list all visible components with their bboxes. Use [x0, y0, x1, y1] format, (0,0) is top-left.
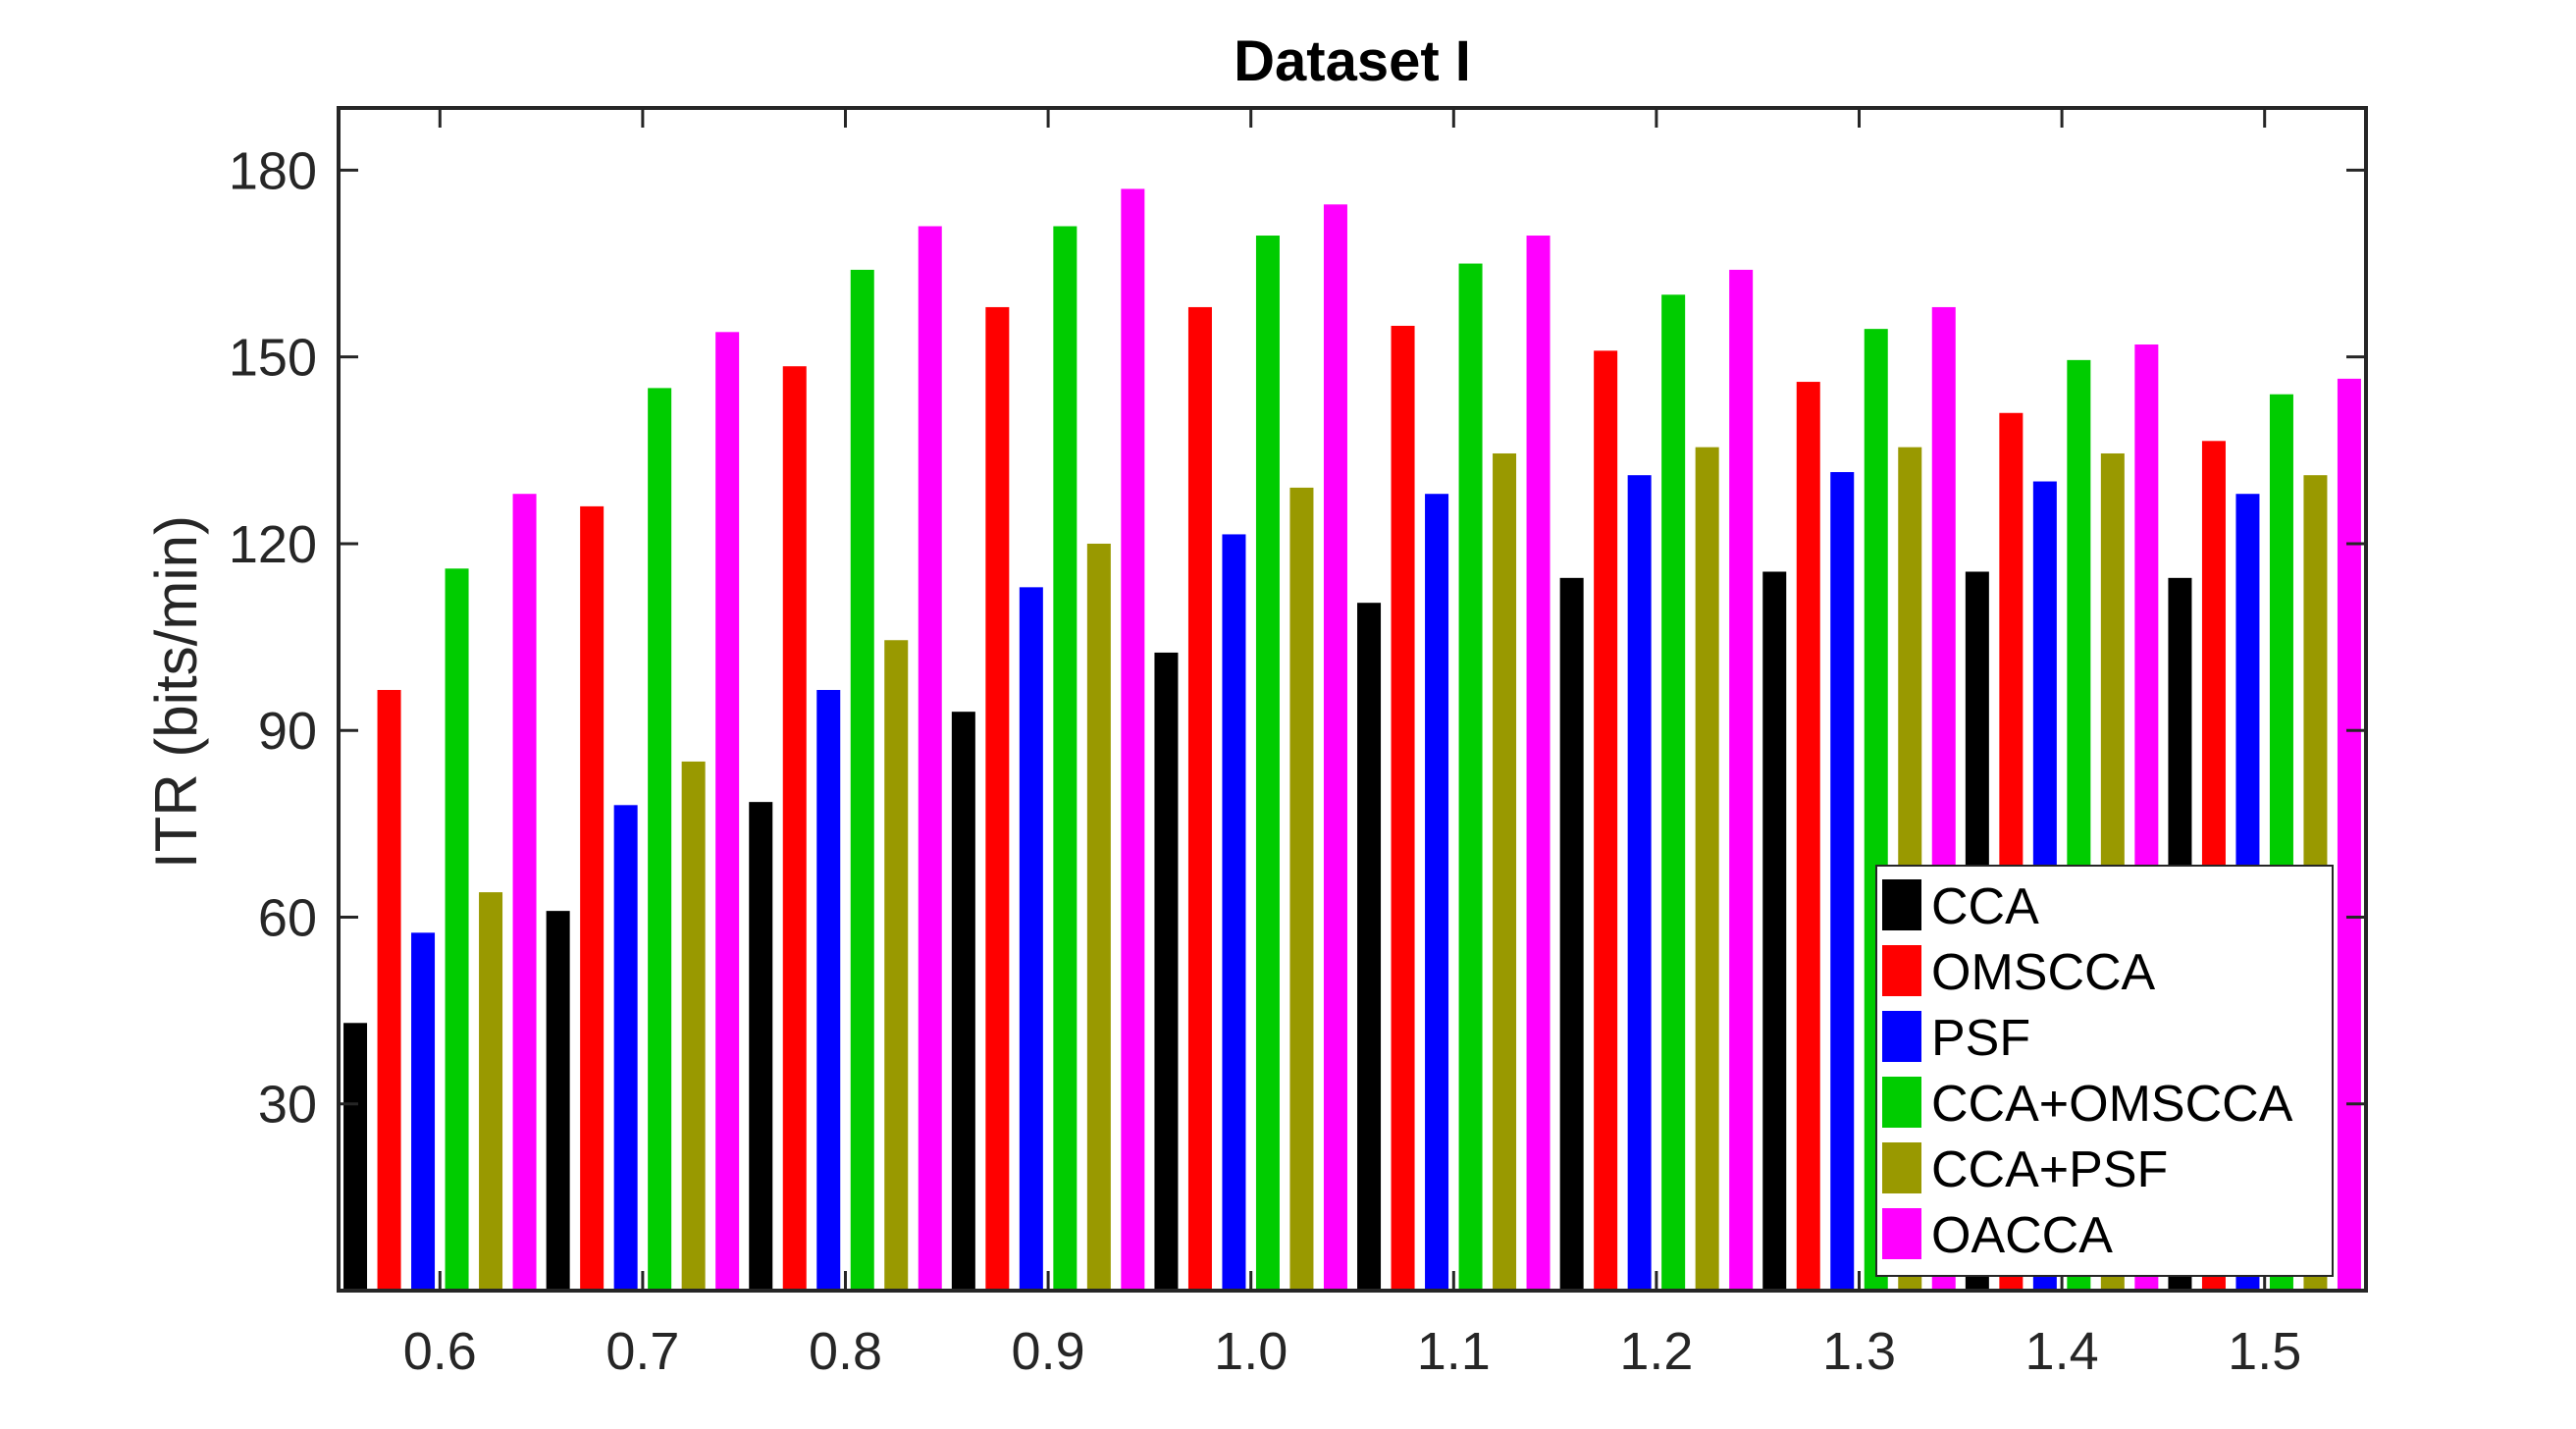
legend-swatch [1882, 1011, 1921, 1062]
y-tick-label: 150 [229, 329, 317, 388]
y-tick-label: 120 [229, 515, 317, 574]
bar-cca-psf-0.9 [1086, 543, 1111, 1291]
bar-cca-0.7 [546, 911, 570, 1291]
bar-omscca-0.6 [377, 689, 401, 1291]
bar-psf-1.2 [1627, 475, 1652, 1291]
bar-cca-omscca-1.2 [1661, 294, 1686, 1291]
bar-cca-1.2 [1559, 577, 1584, 1291]
y-tick-label: 180 [229, 141, 317, 200]
legend-swatch [1882, 1077, 1921, 1128]
bar-omscca-1.2 [1594, 350, 1618, 1291]
bar-oacca-0.8 [918, 226, 942, 1291]
bar-cca-omscca-0.7 [648, 388, 672, 1291]
bar-cca-psf-0.8 [884, 640, 909, 1291]
bar-oacca-1.0 [1323, 204, 1347, 1292]
legend-swatch [1882, 1208, 1921, 1259]
bar-cca-omscca-1.1 [1458, 263, 1483, 1292]
legend-label: PSF [1931, 1010, 2030, 1067]
bar-cca-psf-1.2 [1695, 447, 1719, 1291]
legend-box [1875, 865, 2334, 1277]
legend-label: OMSCCA [1931, 944, 2156, 1001]
legend-label: CCA+OMSCCA [1931, 1076, 2293, 1133]
bar-omscca-1.1 [1391, 325, 1415, 1291]
bar-cca-psf-0.6 [479, 892, 503, 1291]
bar-oacca-0.9 [1121, 188, 1145, 1291]
bar-psf-1.1 [1425, 494, 1449, 1291]
x-tick-label: 0.9 [1012, 1322, 1085, 1381]
bar-cca-omscca-0.6 [445, 568, 469, 1291]
axis-ticks: 30 60 90 120 150 180 0.6 0.7 0.8 0.9 1.0 1.1 1.2 1.3 1… [229, 108, 2366, 1381]
bar-psf-0.8 [816, 689, 841, 1291]
y-tick-label: 90 [258, 702, 317, 761]
x-tick-label: 0.8 [809, 1322, 882, 1381]
legend: CCA OMSCCA PSF CCA+OMSCCA CCA+PSF OACCA [1875, 865, 2334, 1277]
bar-cca-omscca-0.8 [850, 269, 874, 1291]
bar-cca-1.3 [1762, 571, 1787, 1291]
x-tick-label: 1.0 [1214, 1322, 1288, 1381]
bar-cca-omscca-1.0 [1255, 236, 1280, 1291]
bar-oacca-0.6 [512, 494, 537, 1291]
x-tick-label: 1.5 [2228, 1322, 2301, 1381]
y-tick-label: 60 [258, 888, 317, 947]
x-tick-label: 0.7 [605, 1322, 679, 1381]
bar-omscca-1.0 [1187, 306, 1212, 1291]
bar-cca-psf-1.0 [1289, 487, 1314, 1291]
bar-omscca-0.7 [580, 505, 605, 1291]
bar-cca-1.0 [1154, 652, 1179, 1291]
legend-label: OACCA [1931, 1207, 2113, 1264]
y-axis-label: ITR (bits/min) [143, 515, 209, 869]
plot-area-frame [337, 106, 2368, 1293]
bar-cca-0.6 [343, 1023, 368, 1291]
x-tick-label: 0.6 [403, 1322, 477, 1381]
y-tick-label: 30 [258, 1076, 317, 1135]
bar-cca-1.1 [1357, 603, 1382, 1291]
bar-omscca-0.9 [985, 306, 1010, 1291]
bar-psf-0.9 [1019, 587, 1043, 1291]
bar-omscca-0.8 [782, 366, 807, 1291]
bar-psf-0.7 [613, 805, 638, 1291]
legend-label: CCA+PSF [1931, 1141, 2168, 1198]
legend-swatch [1882, 879, 1921, 930]
bar-psf-0.6 [411, 932, 436, 1291]
legend-label: CCA [1931, 878, 2039, 935]
x-tick-label: 1.2 [1619, 1322, 1693, 1381]
legend-swatch [1882, 945, 1921, 996]
bar-cca-omscca-0.9 [1053, 226, 1078, 1291]
bar-psf-1.0 [1222, 534, 1246, 1291]
bar-cca-psf-0.7 [681, 761, 706, 1291]
bar-oacca-0.7 [715, 332, 740, 1291]
chart-title: Dataset I [1234, 29, 1471, 93]
x-tick-label: 1.1 [1417, 1322, 1491, 1381]
bar-oacca-1.2 [1729, 269, 1754, 1291]
bar-cca-0.8 [749, 802, 773, 1291]
legend-swatch [1882, 1142, 1921, 1193]
x-tick-label: 1.3 [1822, 1322, 1896, 1381]
x-tick-label: 1.4 [2025, 1322, 2099, 1381]
bar-oacca-1.5 [2337, 378, 2361, 1291]
bar-oacca-1.1 [1526, 236, 1551, 1291]
bar-psf-1.3 [1830, 472, 1855, 1291]
bar-cca-0.9 [951, 712, 975, 1291]
bar-cca-psf-1.1 [1493, 452, 1517, 1292]
bar-omscca-1.3 [1796, 382, 1820, 1292]
